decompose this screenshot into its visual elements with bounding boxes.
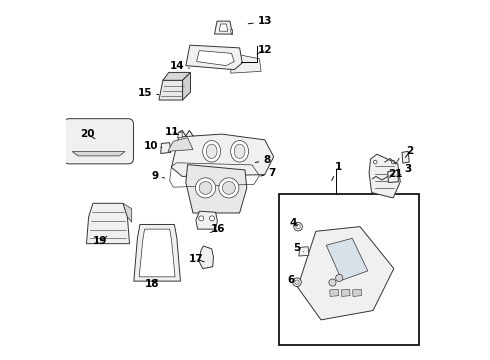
Polygon shape: [330, 289, 339, 296]
Polygon shape: [183, 72, 191, 100]
Polygon shape: [163, 72, 191, 80]
Circle shape: [294, 222, 302, 231]
Circle shape: [329, 279, 336, 286]
Polygon shape: [168, 138, 193, 151]
Text: 13: 13: [248, 17, 272, 27]
Polygon shape: [341, 289, 350, 296]
Circle shape: [196, 178, 216, 198]
Text: 1: 1: [332, 162, 342, 181]
Text: 8: 8: [255, 155, 270, 165]
Polygon shape: [172, 134, 274, 176]
Ellipse shape: [206, 144, 217, 158]
Text: 12: 12: [257, 45, 272, 55]
Text: 18: 18: [145, 279, 159, 289]
Text: 11: 11: [165, 127, 180, 136]
Polygon shape: [369, 154, 400, 198]
Text: 7: 7: [261, 168, 275, 178]
Circle shape: [392, 160, 395, 164]
Polygon shape: [159, 80, 183, 100]
Polygon shape: [161, 143, 171, 153]
Circle shape: [336, 274, 343, 282]
Polygon shape: [199, 246, 214, 269]
Text: 17: 17: [189, 254, 204, 264]
Polygon shape: [299, 247, 309, 256]
Text: 9: 9: [151, 171, 165, 181]
Polygon shape: [326, 238, 368, 280]
Polygon shape: [139, 229, 175, 277]
Bar: [279, 194, 419, 345]
FancyBboxPatch shape: [64, 119, 133, 164]
Polygon shape: [186, 45, 243, 70]
Circle shape: [295, 280, 299, 284]
Polygon shape: [230, 30, 232, 34]
Circle shape: [222, 181, 235, 194]
Polygon shape: [402, 151, 409, 163]
Polygon shape: [87, 203, 129, 244]
Text: 6: 6: [287, 275, 297, 285]
Polygon shape: [388, 170, 398, 183]
Circle shape: [199, 181, 212, 194]
Ellipse shape: [234, 144, 245, 158]
Text: 20: 20: [80, 129, 95, 139]
Polygon shape: [353, 289, 362, 296]
Polygon shape: [231, 53, 261, 73]
Circle shape: [293, 278, 301, 287]
Polygon shape: [123, 203, 132, 222]
Text: 3: 3: [398, 164, 412, 176]
Polygon shape: [177, 132, 182, 138]
Circle shape: [373, 160, 377, 164]
Ellipse shape: [231, 140, 248, 162]
Polygon shape: [72, 152, 125, 156]
Circle shape: [210, 216, 215, 221]
Ellipse shape: [203, 140, 220, 162]
Polygon shape: [196, 51, 234, 66]
Polygon shape: [186, 165, 247, 213]
Text: 15: 15: [138, 88, 159, 98]
Text: 19: 19: [93, 236, 107, 246]
Circle shape: [199, 216, 204, 221]
Text: 2: 2: [405, 146, 414, 157]
Circle shape: [219, 178, 239, 198]
Text: 21: 21: [388, 168, 402, 179]
Polygon shape: [196, 211, 218, 229]
Circle shape: [296, 225, 300, 229]
Polygon shape: [215, 21, 232, 34]
Text: 4: 4: [290, 218, 297, 228]
Text: 16: 16: [210, 225, 225, 234]
Polygon shape: [134, 225, 180, 281]
Polygon shape: [219, 24, 228, 31]
Polygon shape: [297, 226, 394, 320]
Text: 5: 5: [294, 243, 303, 253]
Text: 10: 10: [144, 141, 162, 151]
Text: 14: 14: [170, 61, 190, 71]
